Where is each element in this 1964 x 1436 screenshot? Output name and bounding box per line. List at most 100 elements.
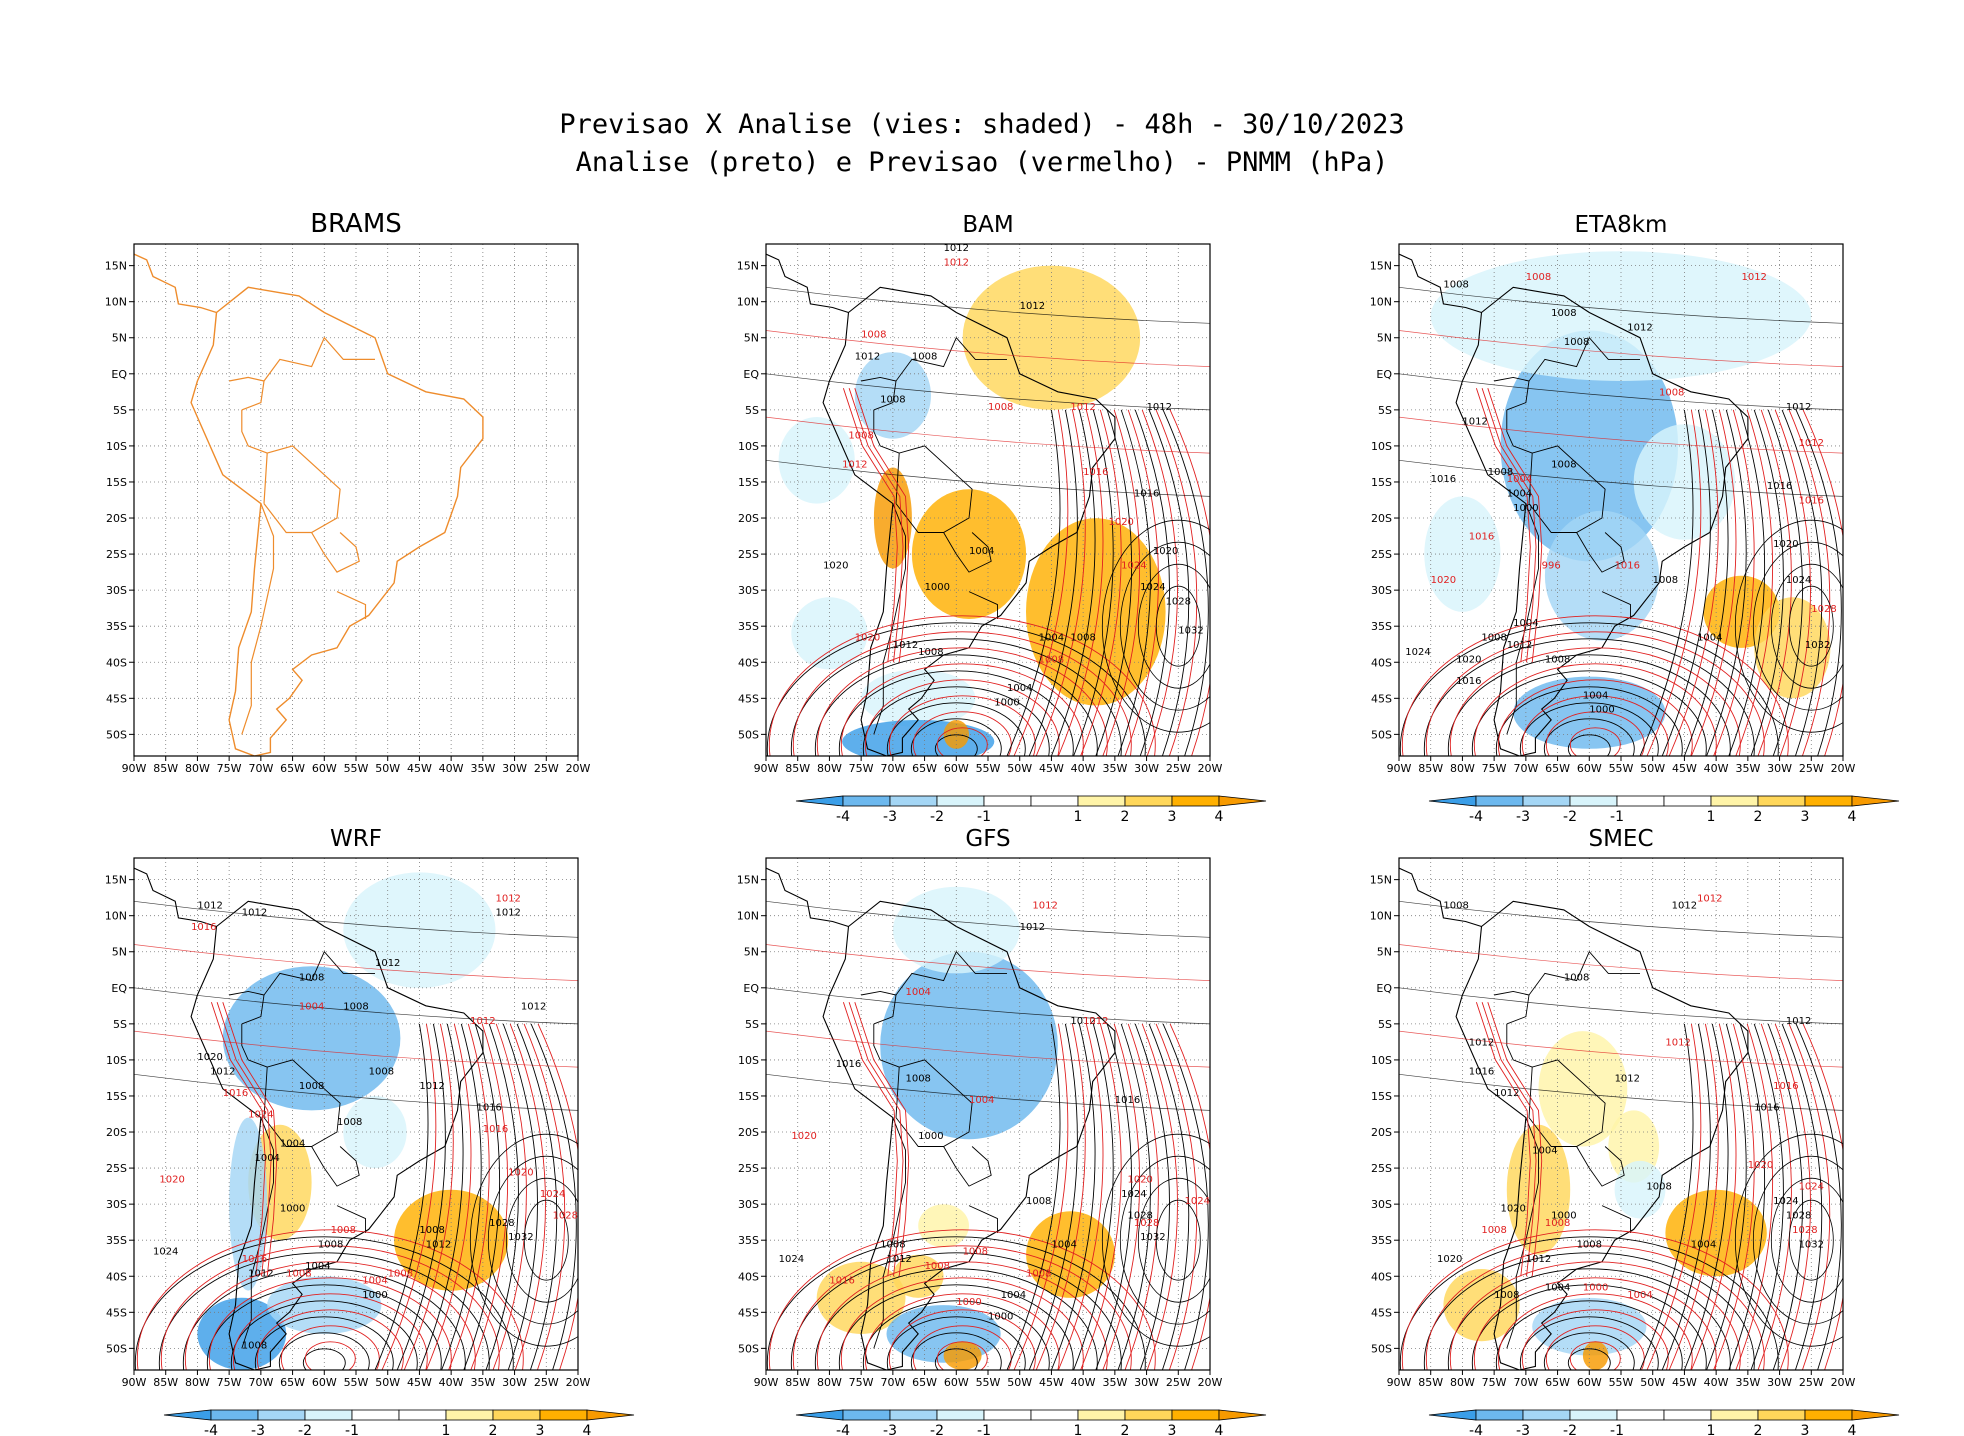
forecast-contour-label: 1012 [495,893,520,904]
analysis-isobar [254,1316,394,1370]
lon-tick-label: 70W [248,1376,273,1389]
analysis-contour-label: 1016 [1134,488,1159,499]
analysis-isobar [1423,638,1755,756]
analysis-isobar [1543,718,1635,756]
colorbar-label: 4 [1848,1423,1857,1436]
country-border [1528,445,1606,533]
country-border [1506,409,1533,454]
country-border [263,445,341,534]
analysis-contour-label: 1012 [1469,1038,1494,1049]
lat-tick-label: 25S [738,548,759,561]
lat-tick-label: EQ [743,982,759,995]
lon-tick-label: 70W [880,1376,905,1389]
analysis-contour-label: 1008 [918,647,943,658]
forecast-isobar [232,1293,428,1370]
forecast-isobar [1473,1277,1717,1370]
lon-tick-label: 30W [1134,1376,1159,1389]
lon-tick-label: 90W [122,762,147,775]
analysis-isobar [1006,1023,1061,1370]
forecast-contour-label: 1016 [223,1088,248,1099]
forecast-isobar [888,1309,1036,1370]
forecast-contour-label: 1008 [388,1268,413,1279]
analysis-contour-label: 1004 [1507,488,1532,499]
analysis-contour-label: 1008 [343,1001,368,1012]
analysis-contour-label: 1008 [1564,337,1589,348]
analysis-isobar [934,734,978,756]
analysis-contour-label: 1004 [305,1261,330,1272]
forecast-isobar [848,388,904,663]
analysis-contour-label: 1024 [1786,575,1811,586]
analysis-isobar [1006,409,1061,756]
forecast-contour-label: 1012 [1032,901,1057,912]
analysis-contour-label: 1008 [1545,654,1570,665]
forecast-isobar [854,388,910,663]
colorbar-label: -1 [977,809,991,825]
forecast-contour-label: 1004 [905,987,930,998]
lon-tick-label: 25W [1799,762,1824,775]
analysis-isobar [1788,1199,1834,1281]
country-border [943,1146,992,1187]
lat-tick-label: 5S [113,404,127,417]
forecast-isobar [134,1030,578,1068]
analysis-isobar [1706,1023,1747,1370]
colorbar-swatch [1171,795,1220,807]
analysis-contour-label: 1028 [1127,1211,1152,1222]
analysis-contour-label: 1024 [1773,1196,1798,1207]
analysis-isobar [502,1023,538,1370]
bias-shading-blob [1026,518,1166,706]
coastline [822,900,1116,1370]
analysis-contour-label: 1004 [1697,633,1722,644]
forecast-isobar [381,1023,437,1370]
analysis-isobar [1661,1023,1711,1370]
lon-tick-label: 65W [1545,1376,1570,1389]
analysis-contour-label: 1008 [1646,1182,1671,1193]
forecast-isobar [1013,409,1069,756]
analysis-isobar [1447,654,1731,756]
analysis-isobar [463,1023,501,1370]
analysis-isobar [1519,1316,1659,1370]
coastline [822,286,1116,756]
forecast-contour-label: 1004 [1627,1290,1652,1301]
forecast-contour-label: 1012 [944,258,969,269]
forecast-isobar [1646,1023,1702,1370]
forecast-isobar [1013,1023,1069,1370]
lat-tick-label: 15N [1370,260,1392,273]
forecast-isobar [842,388,898,663]
forecast-contour-label: 1020 [508,1167,533,1178]
analysis-isobar [206,1284,442,1370]
forecast-contour-label: 1008 [848,431,873,442]
analysis-isobar [790,1252,1122,1370]
lon-tick-label: 90W [1387,762,1412,775]
forecast-isobar [1735,1023,1774,1370]
lon-tick-label: 85W [1418,762,1443,775]
lon-tick-label: 45W [407,762,432,775]
panel-title: BRAMS [310,209,402,239]
analysis-contour-label: 1012 [1507,640,1532,651]
analysis-isobar [1767,409,1803,756]
analysis-isobar [1728,409,1766,756]
analysis-contour-label: 1028 [489,1218,514,1229]
forecast-isobar [1774,1023,1811,1370]
forecast-contour-label: 996 [1542,561,1561,572]
analysis-contour-label: 1008 [369,1066,394,1077]
colorbar-label: -4 [1469,809,1483,825]
forecast-isobar [134,944,578,981]
analysis-contour-label: 1012 [426,1239,451,1250]
country-border [895,445,973,533]
colorbar-label: -1 [977,1423,991,1436]
analysis-isobar [1734,1133,1843,1347]
forecast-contour-label: 1008 [1026,1268,1051,1279]
colorbar-swatch [492,1409,541,1421]
lat-tick-label: 35S [738,1234,759,1247]
lat-tick-label: 45S [738,692,759,705]
bias-shading-blob [1582,1341,1609,1370]
lon-tick-label: 75W [849,1376,874,1389]
colorbar-swatch [1030,1409,1079,1421]
colorbar-label: 2 [489,1423,498,1436]
bias-shading-blob [791,597,868,670]
colorbar-label: 1 [1707,1423,1716,1436]
country-border [241,1023,268,1068]
panel-title: WRF [330,826,382,852]
lon-tick-label: 75W [1482,762,1507,775]
